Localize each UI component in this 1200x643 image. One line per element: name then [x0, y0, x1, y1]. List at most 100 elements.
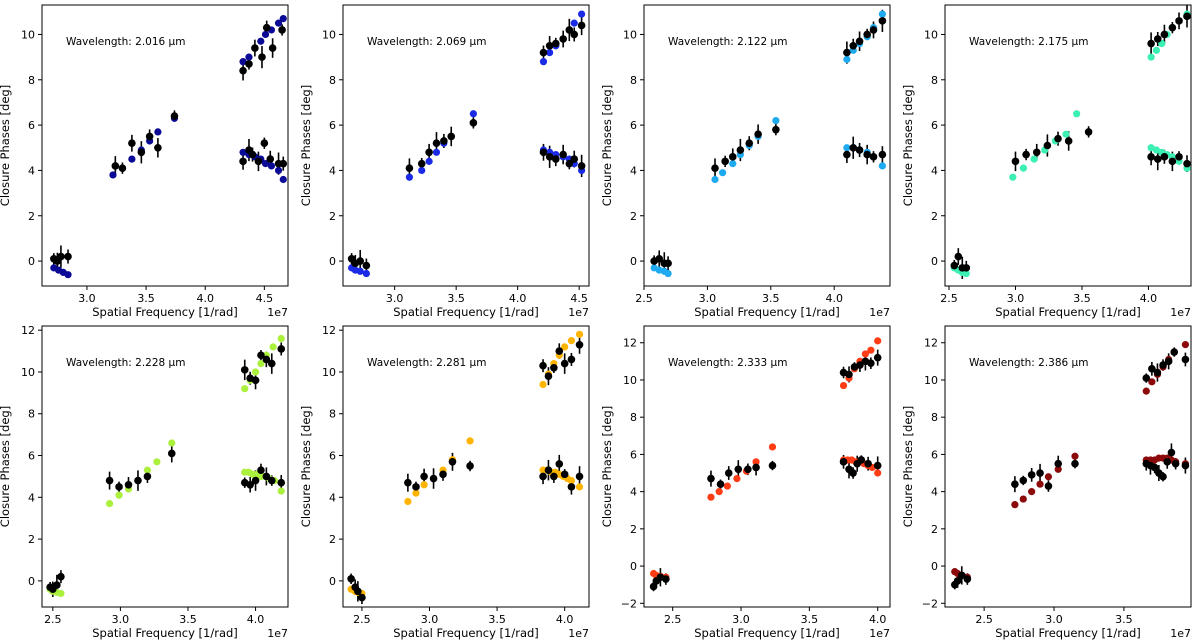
wavelength-label: Wavelength: 2.016 μm [66, 36, 185, 48]
y-tick-label: 6 [329, 119, 336, 132]
model-point [878, 162, 886, 170]
subplot-3: 2.5 3.0 3.5 4.0 0 2 4 6 8 10 Spatial Frequency [1/… [600, 4, 891, 319]
model-point [274, 19, 283, 27]
y-tick-label: 6 [28, 450, 35, 463]
model-point [405, 173, 414, 181]
y-tick-label: 12 [21, 324, 35, 337]
model-point [1054, 465, 1062, 473]
model-point [878, 10, 886, 18]
y-tick-label: −2 [621, 597, 637, 610]
model-point [418, 166, 426, 175]
wavelength-label: Wavelength: 2.122 μm [668, 36, 787, 48]
x-tick-label: 3.0 [732, 613, 750, 626]
observed-point [239, 157, 247, 166]
observed-point [128, 139, 136, 148]
observed-point [772, 125, 780, 134]
observed-point [1170, 348, 1179, 356]
x-tick-label: 3.5 [801, 613, 819, 626]
observed-point [420, 472, 428, 481]
model-point [874, 469, 882, 477]
model-point [772, 116, 780, 125]
observed-point [734, 465, 743, 474]
x-tick-label: 3.0 [1007, 292, 1025, 305]
model-point [1019, 164, 1028, 172]
x-tick-label: 4.0 [556, 613, 574, 626]
observed-point [1044, 482, 1053, 490]
model-point [1044, 473, 1053, 481]
observed-point [1159, 472, 1167, 481]
x-tick-label: 2.5 [44, 613, 62, 626]
model-point [874, 337, 882, 345]
observed-point [1171, 459, 1180, 468]
observed-point [1168, 23, 1177, 32]
axes-frame [643, 4, 891, 287]
y-tick-label: 10 [21, 366, 35, 379]
subplot-5: 2.5 3.0 3.5 4.0 0 2 4 6 8 10 12 Spatial Frequency [… [0, 324, 289, 640]
observed-point [356, 257, 365, 265]
y-tick-label: 6 [630, 448, 637, 461]
model-point [420, 481, 428, 489]
observed-point [277, 478, 286, 487]
observed-point [412, 483, 420, 491]
observed-point [124, 480, 133, 489]
model-point [561, 343, 569, 351]
observed-point [432, 139, 441, 148]
observed-point [711, 164, 719, 172]
model-point [1030, 155, 1038, 163]
model-point [168, 439, 176, 447]
observed-point [1147, 39, 1155, 48]
model-point [719, 169, 727, 177]
observed-point [849, 143, 858, 152]
model-point [539, 58, 548, 66]
x-tick-label: 3.0 [386, 292, 404, 305]
observed-point [768, 461, 777, 470]
y-tick-label: 0 [28, 255, 35, 268]
observed-point [1054, 134, 1062, 143]
y-tick-label: 6 [28, 119, 35, 132]
observed-point [1150, 463, 1159, 472]
observed-point [962, 264, 971, 272]
model-point [752, 458, 760, 466]
wavelength-label: Wavelength: 2.228 μm [66, 357, 185, 369]
observed-point [1011, 157, 1020, 166]
observed-point [539, 48, 548, 57]
model-point [153, 458, 161, 466]
x-tick-label: 4.0 [509, 292, 527, 305]
observed-point [560, 359, 569, 368]
observed-point [251, 44, 259, 52]
x-offset-label: 1e7 [267, 627, 288, 640]
observed-point [1084, 128, 1093, 136]
x-offset-label: 1e7 [869, 306, 890, 319]
axes-frame [643, 325, 891, 608]
observed-point [849, 469, 857, 477]
observed-point [869, 26, 878, 34]
model-point [1011, 501, 1019, 509]
y-tick-label: 0 [931, 255, 938, 268]
observed-point [721, 157, 729, 166]
x-tick-label: 4.0 [1140, 292, 1158, 305]
model-point [1147, 53, 1155, 61]
observed-point [1054, 459, 1063, 468]
observed-point [64, 252, 72, 261]
y-tick-label: 2 [630, 523, 637, 536]
observed-point [1011, 480, 1019, 488]
observed-point [429, 474, 438, 483]
x-tick-label: 3.5 [1115, 613, 1133, 626]
x-tick-label: 2.5 [975, 613, 993, 626]
model-point [279, 14, 287, 23]
observed-point [143, 472, 152, 481]
y-tick-label: 4 [28, 491, 35, 504]
observed-point [1168, 157, 1177, 166]
x-tick-label: 3.0 [112, 613, 130, 626]
y-tick-label: 2 [329, 210, 336, 223]
y-tick-label: 4 [28, 164, 35, 177]
observed-point [1036, 469, 1044, 477]
model-point [575, 483, 584, 491]
observed-point [278, 26, 286, 34]
observed-point [869, 153, 878, 161]
observed-point [873, 353, 882, 362]
model-point [57, 589, 65, 598]
observed-point [245, 60, 253, 68]
observed-point [570, 155, 579, 163]
observed-point [268, 44, 277, 52]
